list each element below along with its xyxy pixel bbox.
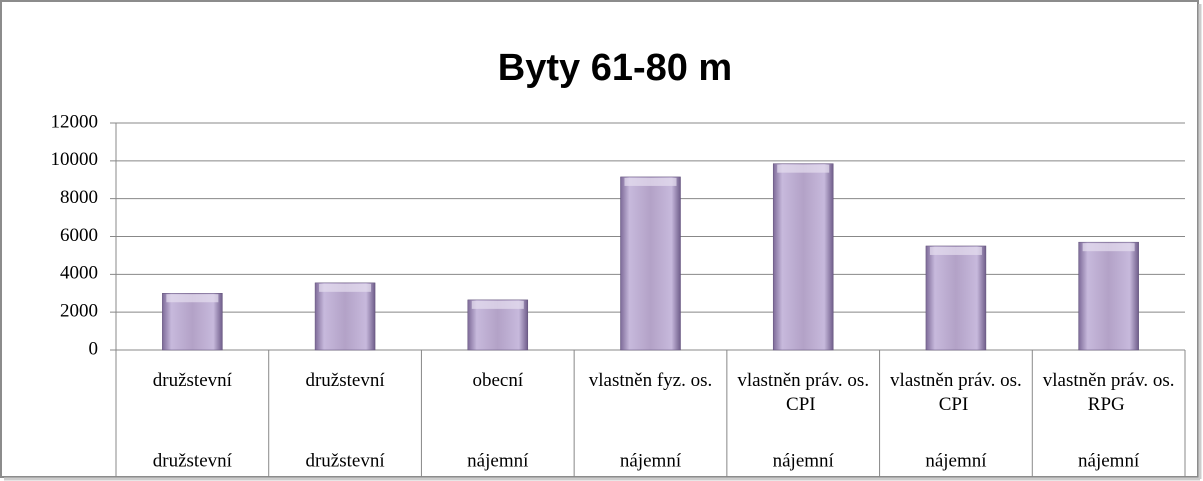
x-group-label: družstevní xyxy=(153,450,233,471)
bar xyxy=(1078,241,1139,351)
x-tick-label: obecní xyxy=(472,370,523,391)
x-tick-label: vlastněn fyz. os. xyxy=(589,370,712,391)
bar-bevel xyxy=(166,294,219,303)
bar-bevel xyxy=(929,246,982,255)
x-group-label: nájemní xyxy=(467,450,529,471)
x-group-label: družstevní xyxy=(305,450,385,471)
bar xyxy=(772,163,834,351)
x-group-label: nájemní xyxy=(925,450,987,471)
y-tick-label: 10000 xyxy=(51,149,99,170)
x-group-label: nájemní xyxy=(1078,450,1140,471)
bar-bevel xyxy=(624,177,677,186)
x-tick-label: vlastněn práv. os. CPI xyxy=(890,370,1022,415)
y-tick-label: 12000 xyxy=(51,111,99,132)
x-tick-label: vlastněn práv. os. RPG xyxy=(1043,370,1175,415)
y-tick-label: 8000 xyxy=(60,187,98,208)
bar-bevel xyxy=(1082,243,1135,252)
bar-bevel xyxy=(471,300,524,309)
bar xyxy=(620,176,681,351)
bar-bevel xyxy=(319,283,372,292)
x-group-label: nájemní xyxy=(620,450,682,471)
bar xyxy=(925,245,987,351)
y-tick-label: 4000 xyxy=(60,263,98,284)
x-tick-label: družstevní xyxy=(305,370,385,391)
y-tick-label: 6000 xyxy=(60,225,98,246)
x-tick-label: družstevní xyxy=(153,370,233,391)
x-tick-label: vlastněn práv. os. CPI xyxy=(737,370,869,415)
x-group-label: nájemní xyxy=(773,450,835,471)
bar xyxy=(162,293,223,351)
chart-title: Byty 61-80 m xyxy=(498,47,732,89)
y-tick-label: 0 xyxy=(89,338,99,359)
bar xyxy=(314,282,376,351)
bar-bevel xyxy=(777,164,830,173)
y-tick-label: 2000 xyxy=(60,301,98,322)
